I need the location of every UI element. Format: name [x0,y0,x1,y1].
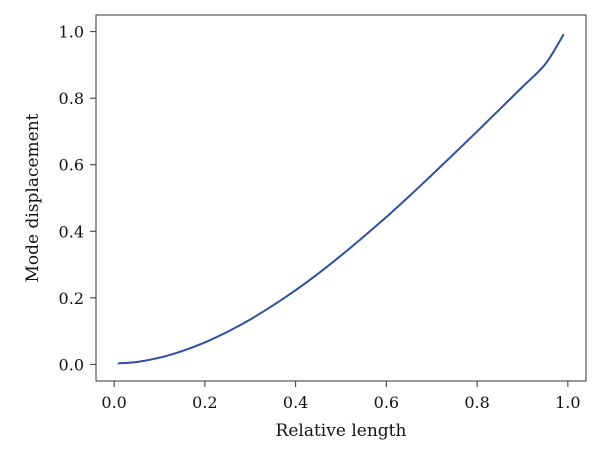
y-axis-ticks: 0.0 0.2 0.4 0.6 0.8 1.0 [59,23,96,374]
x-tick-label: 0.2 [192,393,217,412]
y-tick-label: 0.8 [59,89,84,108]
x-tick-label: 0.4 [283,393,308,412]
y-axis-label: Mode displacement [23,113,43,282]
x-tick-label: 0.0 [101,393,126,412]
y-tick-label: 0.6 [59,156,84,175]
x-tick-label: 0.6 [374,393,399,412]
x-tick-label: 0.8 [464,393,489,412]
y-tick-label: 0.2 [59,289,84,308]
y-tick-label: 0.0 [59,355,84,374]
series-layer [117,33,565,365]
plot-frame [95,14,587,382]
series-line [117,33,565,365]
x-axis-label: Relative length [276,421,407,441]
x-axis-ticks: 0.0 0.2 0.4 0.6 0.8 1.0 [101,381,581,412]
x-tick-label: 1.0 [555,393,580,412]
y-tick-label: 0.4 [59,222,84,241]
y-tick-label: 1.0 [59,23,84,42]
